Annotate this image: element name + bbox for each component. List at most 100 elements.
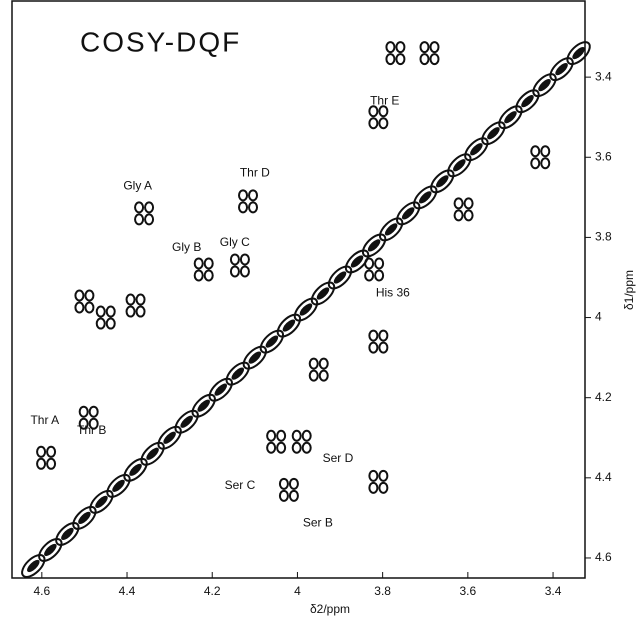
- peak-contour: [463, 209, 474, 222]
- peak-contour: [278, 489, 289, 502]
- peak-contour: [135, 293, 146, 306]
- peak-contour: [538, 79, 551, 92]
- peak-contour: [106, 473, 131, 498]
- peak-contour: [112, 479, 125, 492]
- annotation: Thr A: [30, 413, 59, 427]
- x-tick-label: 4.4: [119, 584, 136, 598]
- annotation: His 36: [376, 286, 410, 300]
- y-axis-label: δ1/ppm: [622, 270, 636, 310]
- annotation: Thr B: [77, 423, 106, 437]
- diagonal-peak: [21, 554, 46, 578]
- peak-contour: [418, 191, 432, 204]
- cross-peak: [229, 253, 250, 278]
- diagonal-peak: [566, 41, 591, 66]
- peak-contour: [44, 543, 57, 557]
- peak-contour: [88, 417, 99, 430]
- peak-contour: [78, 511, 91, 524]
- peak-contour: [193, 269, 204, 282]
- diagonal-peak: [276, 313, 302, 338]
- x-tick-label: 3.8: [374, 584, 391, 598]
- cross-peak: [364, 257, 385, 282]
- peak-contour: [134, 213, 145, 226]
- peak-contour: [203, 257, 214, 270]
- diagonal-peak: [140, 441, 165, 466]
- peak-contour: [374, 269, 385, 282]
- peak-contour: [36, 457, 47, 470]
- x-tick-label: 4: [294, 584, 301, 598]
- peak-contour: [46, 445, 57, 458]
- diagonal-peak: [481, 121, 506, 146]
- peak-contour: [301, 441, 312, 454]
- diagonal-peak: [106, 473, 131, 498]
- peak-contour: [72, 505, 97, 530]
- diagonal-peak: [498, 105, 523, 130]
- peak-contour: [413, 185, 438, 210]
- peak-contour: [291, 429, 302, 442]
- peak-contour: [436, 175, 449, 188]
- peak-contour: [318, 369, 329, 382]
- annotation: Thr E: [370, 93, 399, 107]
- diagonal-peak: [378, 217, 404, 242]
- x-tick-label: 3.4: [545, 584, 562, 598]
- peak-contour: [453, 197, 464, 210]
- cross-peak: [78, 405, 99, 430]
- peak-contour: [265, 335, 279, 348]
- peak-contour: [135, 305, 146, 318]
- annotation: Ser C: [225, 478, 256, 492]
- peak-contour: [453, 159, 466, 172]
- peak-contour: [368, 117, 379, 130]
- peak-contour: [566, 41, 591, 66]
- diagonal-peak: [157, 425, 182, 450]
- y-tick-label: 4: [595, 310, 602, 324]
- peak-contour: [288, 477, 299, 490]
- diagonal-peak: [310, 281, 336, 306]
- peak-contour: [163, 431, 176, 444]
- y-tick-label: 3.8: [595, 230, 612, 244]
- peak-contour: [395, 41, 406, 54]
- annotation: Ser D: [323, 451, 354, 465]
- peak-contour: [61, 527, 74, 541]
- cross-peak: [193, 257, 214, 282]
- annotation: Gly C: [220, 235, 250, 249]
- peak-contour: [299, 303, 313, 316]
- peak-contour: [239, 253, 250, 266]
- diagonal-peak: [55, 521, 80, 546]
- peak-contour: [333, 271, 347, 284]
- peak-contour: [378, 481, 389, 494]
- peak-contour: [197, 399, 210, 412]
- peak-contour: [144, 213, 155, 226]
- peak-contour: [105, 305, 116, 318]
- diagonal-peak: [225, 361, 250, 386]
- y-tick-label: 3.6: [595, 149, 612, 163]
- peak-contour: [344, 249, 370, 274]
- diagonal-peak: [38, 537, 63, 562]
- peak-contour: [430, 169, 455, 194]
- peak-contour: [327, 265, 353, 290]
- peak-contour: [532, 73, 557, 98]
- peak-contour: [378, 117, 389, 130]
- peak-contour: [203, 269, 214, 282]
- peak-contour: [248, 189, 259, 202]
- peak-contour: [368, 329, 379, 342]
- peak-contour: [308, 357, 319, 370]
- peak-contour: [396, 201, 421, 226]
- peak-contour: [180, 415, 193, 428]
- peak-contour: [174, 409, 199, 434]
- diagonal-peak: [344, 249, 370, 274]
- peak-contour: [88, 405, 99, 418]
- peak-contour: [368, 105, 379, 118]
- diagonal-peak: [413, 185, 438, 210]
- peak-contour: [378, 329, 389, 342]
- peak-contour: [27, 559, 40, 573]
- peak-contour: [89, 489, 114, 514]
- peak-contour: [481, 121, 506, 146]
- peak-contour: [540, 157, 551, 170]
- peak-contour: [74, 301, 85, 314]
- diagonal-peak: [430, 169, 455, 194]
- peak-contour: [368, 469, 379, 482]
- cross-peak: [278, 477, 299, 502]
- peak-contour: [266, 429, 277, 442]
- peak-contour: [231, 367, 245, 380]
- diagonal-peak: [191, 393, 216, 418]
